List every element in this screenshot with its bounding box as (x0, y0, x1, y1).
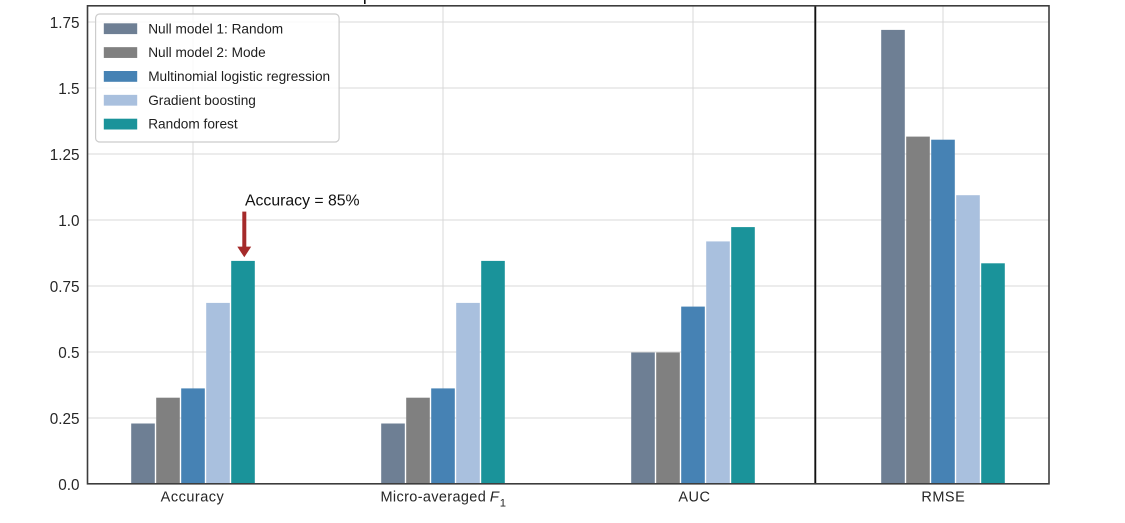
svg-text:Accuracy = 85%: Accuracy = 85% (245, 193, 360, 210)
svg-text:1.5: 1.5 (58, 81, 79, 98)
svg-text:0.25: 0.25 (50, 411, 80, 428)
svg-text:Accuracy: Accuracy (161, 490, 225, 506)
svg-text:Random forest: Random forest (148, 117, 238, 132)
svg-text:1.25: 1.25 (50, 147, 80, 164)
svg-text:0.5: 0.5 (58, 345, 79, 362)
svg-text:1.75: 1.75 (50, 15, 80, 32)
svg-text:Null model 1: Random: Null model 1: Random (148, 21, 283, 36)
svg-text:Multinomial logistic regressio: Multinomial logistic regression (148, 69, 330, 84)
svg-text:Null model 2: Mode: Null model 2: Mode (148, 45, 266, 60)
svg-text:0.75: 0.75 (50, 279, 80, 296)
svg-text:Gradient boosting: Gradient boosting (148, 93, 256, 108)
svg-text:1.0: 1.0 (58, 213, 79, 230)
svg-text:Micro-averaged: Micro-averaged (381, 490, 487, 506)
svg-text:F: F (490, 489, 500, 506)
svg-text:RMSE: RMSE (921, 490, 965, 506)
svg-text:1: 1 (500, 497, 506, 509)
svg-text:AUC: AUC (678, 490, 710, 506)
svg-text:0.0: 0.0 (58, 477, 79, 494)
